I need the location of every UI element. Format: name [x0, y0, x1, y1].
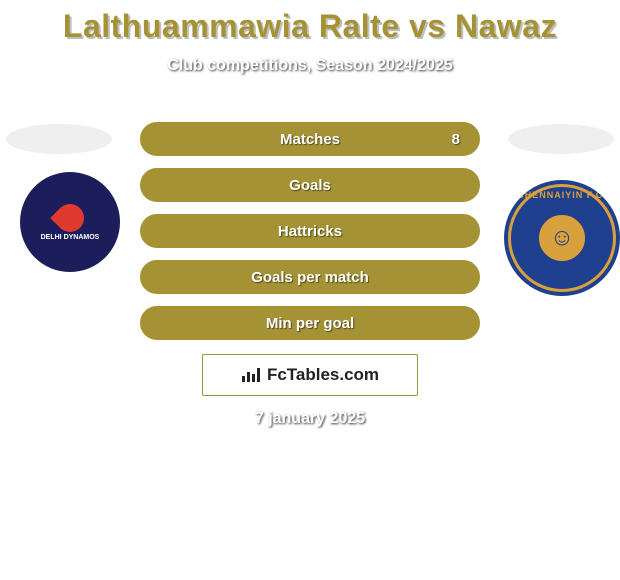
stats-container: Matches 8 Goals Hattricks Goals per match Min… — [140, 122, 480, 352]
stat-row-goals: Goals — [140, 168, 480, 202]
club-badge-left: DELHI DYNAMOS — [20, 172, 120, 272]
club-right-rim — [508, 184, 616, 292]
watermark: FcTables.com — [202, 354, 418, 396]
date-label: 7 january 2025 — [0, 410, 620, 428]
page-subtitle: Club competitions, Season 2024/2025 — [0, 57, 620, 75]
player-placeholder-right — [508, 124, 614, 154]
stat-value-right: 8 — [452, 131, 460, 148]
bar-chart-icon — [241, 367, 261, 383]
club-logo-right-icon: CHENNAIYIN F.C. ☺ — [504, 180, 620, 296]
stat-row-min-per-goal: Min per goal — [140, 306, 480, 340]
player-placeholder-left — [6, 124, 112, 154]
club-badge-right: CHENNAIYIN F.C. ☺ — [504, 180, 620, 296]
stat-label: Min per goal — [266, 315, 354, 332]
flame-icon — [50, 198, 90, 238]
club-left-text: DELHI DYNAMOS — [41, 234, 100, 241]
page-title: Lalthuammawia Ralte vs Nawaz — [0, 0, 620, 45]
stat-row-matches: Matches 8 — [140, 122, 480, 156]
stat-row-hattricks: Hattricks — [140, 214, 480, 248]
stat-label: Matches — [280, 131, 340, 148]
stat-label: Goals — [289, 177, 331, 194]
club-right-text: CHENNAIYIN F.C. — [517, 190, 607, 200]
stat-label: Goals per match — [251, 269, 369, 286]
stat-row-goals-per-match: Goals per match — [140, 260, 480, 294]
club-logo-left-icon: DELHI DYNAMOS — [20, 172, 120, 272]
watermark-text: FcTables.com — [267, 365, 379, 385]
stat-label: Hattricks — [278, 223, 342, 240]
